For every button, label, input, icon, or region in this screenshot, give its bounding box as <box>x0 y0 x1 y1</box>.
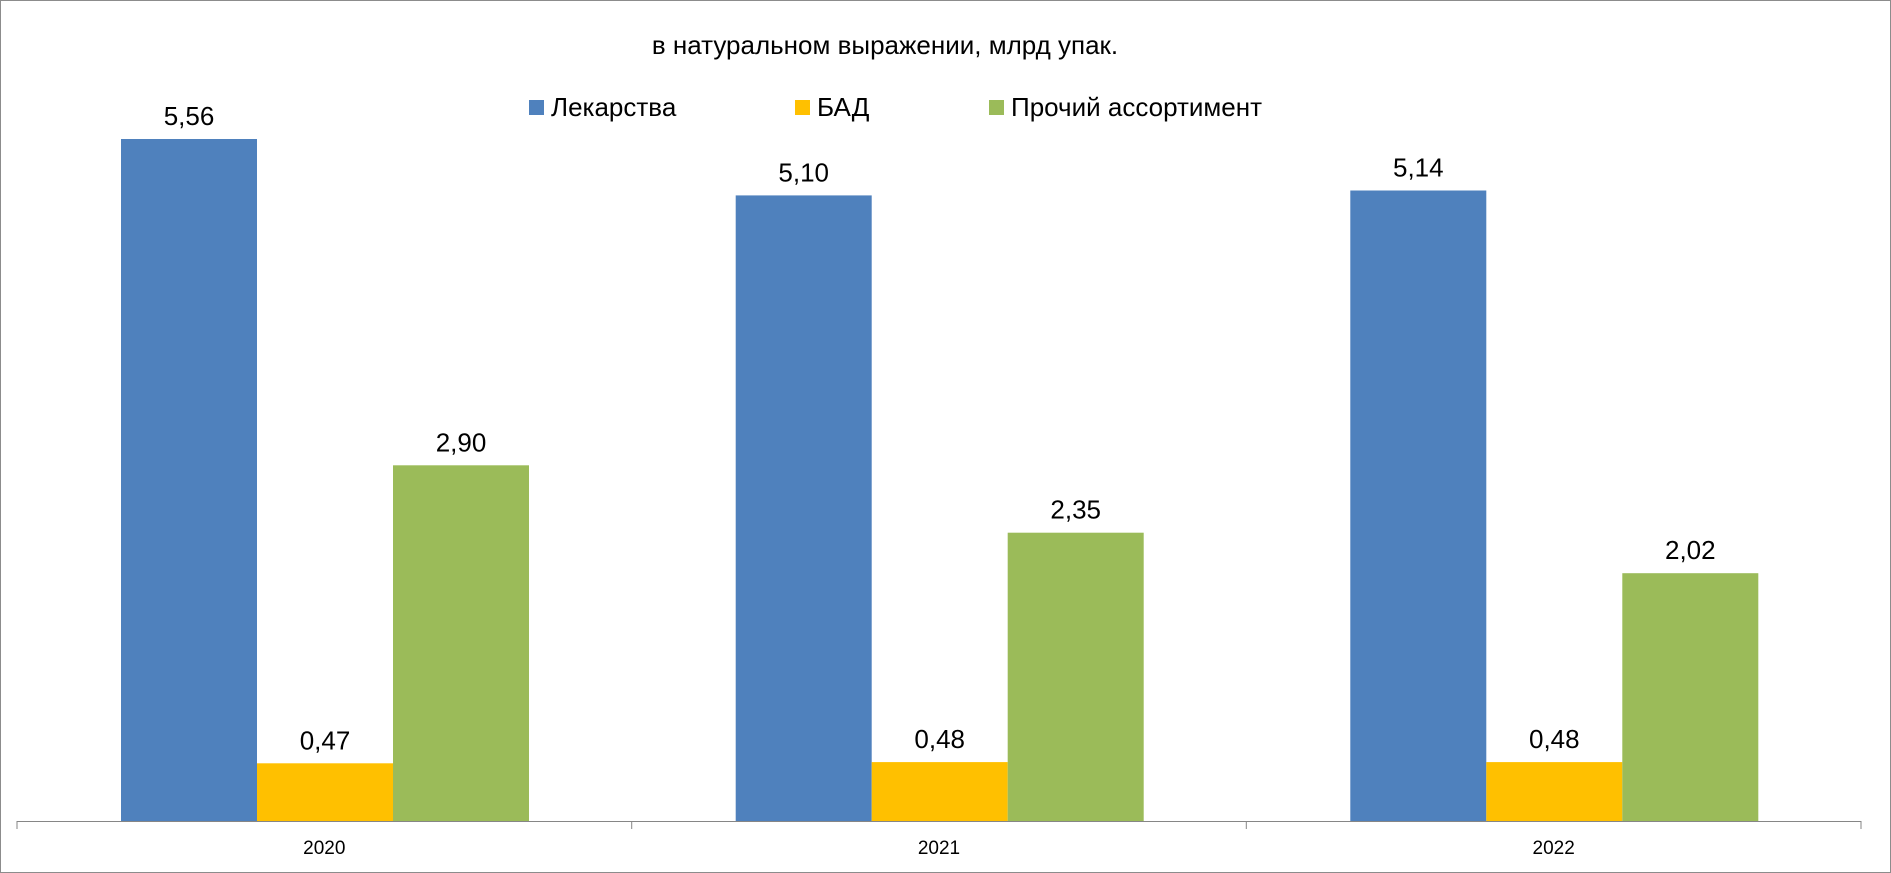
data-label-2021-series-1: 5,10 <box>778 157 829 187</box>
bar-2021-series-1 <box>735 195 872 821</box>
data-label-2020-series-2: 0,47 <box>300 725 351 755</box>
legend-swatch-3 <box>989 100 1004 115</box>
bar-2020-series-3 <box>393 465 529 821</box>
legend-label-2: БАД <box>817 92 870 122</box>
bar-2021-series-3 <box>1007 532 1144 821</box>
x-tick-label-2022: 2022 <box>1533 838 1575 859</box>
legend-swatch-1 <box>529 100 544 115</box>
data-label-2022-series-2: 0,48 <box>1529 724 1580 754</box>
data-label-2021-series-3: 2,35 <box>1050 495 1101 525</box>
x-tick-label-2020: 2020 <box>303 838 345 859</box>
data-label-2020-series-3: 2,90 <box>436 427 487 457</box>
legend-swatch-2 <box>795 100 810 115</box>
bar-2022-series-1 <box>1350 190 1487 821</box>
data-label-2022-series-3: 2,02 <box>1665 535 1716 565</box>
data-label-2022-series-1: 5,14 <box>1393 153 1444 183</box>
bars-group <box>121 139 1759 821</box>
legend-label-3: Прочий ассортимент <box>1011 92 1262 122</box>
bar-2022-series-2 <box>1486 762 1623 821</box>
legend: Лекарства БАД Прочий ассортимент <box>529 92 1262 122</box>
bar-2022-series-3 <box>1622 573 1759 821</box>
legend-label-1: Лекарства <box>551 92 677 122</box>
data-label-2021-series-2: 0,48 <box>914 724 965 754</box>
data-label-2020-series-1: 5,56 <box>164 101 215 131</box>
bar-2021-series-2 <box>871 762 1008 821</box>
chart-title: в натуральном выражении, млрд упак. <box>652 30 1118 60</box>
bar-2020-series-2 <box>257 763 393 821</box>
data-labels-group: 5,56 0,47 2,90 5,10 0,48 2,35 5,14 0,48 2,02 <box>164 101 1716 755</box>
x-tick-label-2021: 2021 <box>918 838 960 859</box>
bar-2020-series-1 <box>121 139 257 821</box>
x-axis: 2020 2021 2022 <box>16 821 1862 859</box>
